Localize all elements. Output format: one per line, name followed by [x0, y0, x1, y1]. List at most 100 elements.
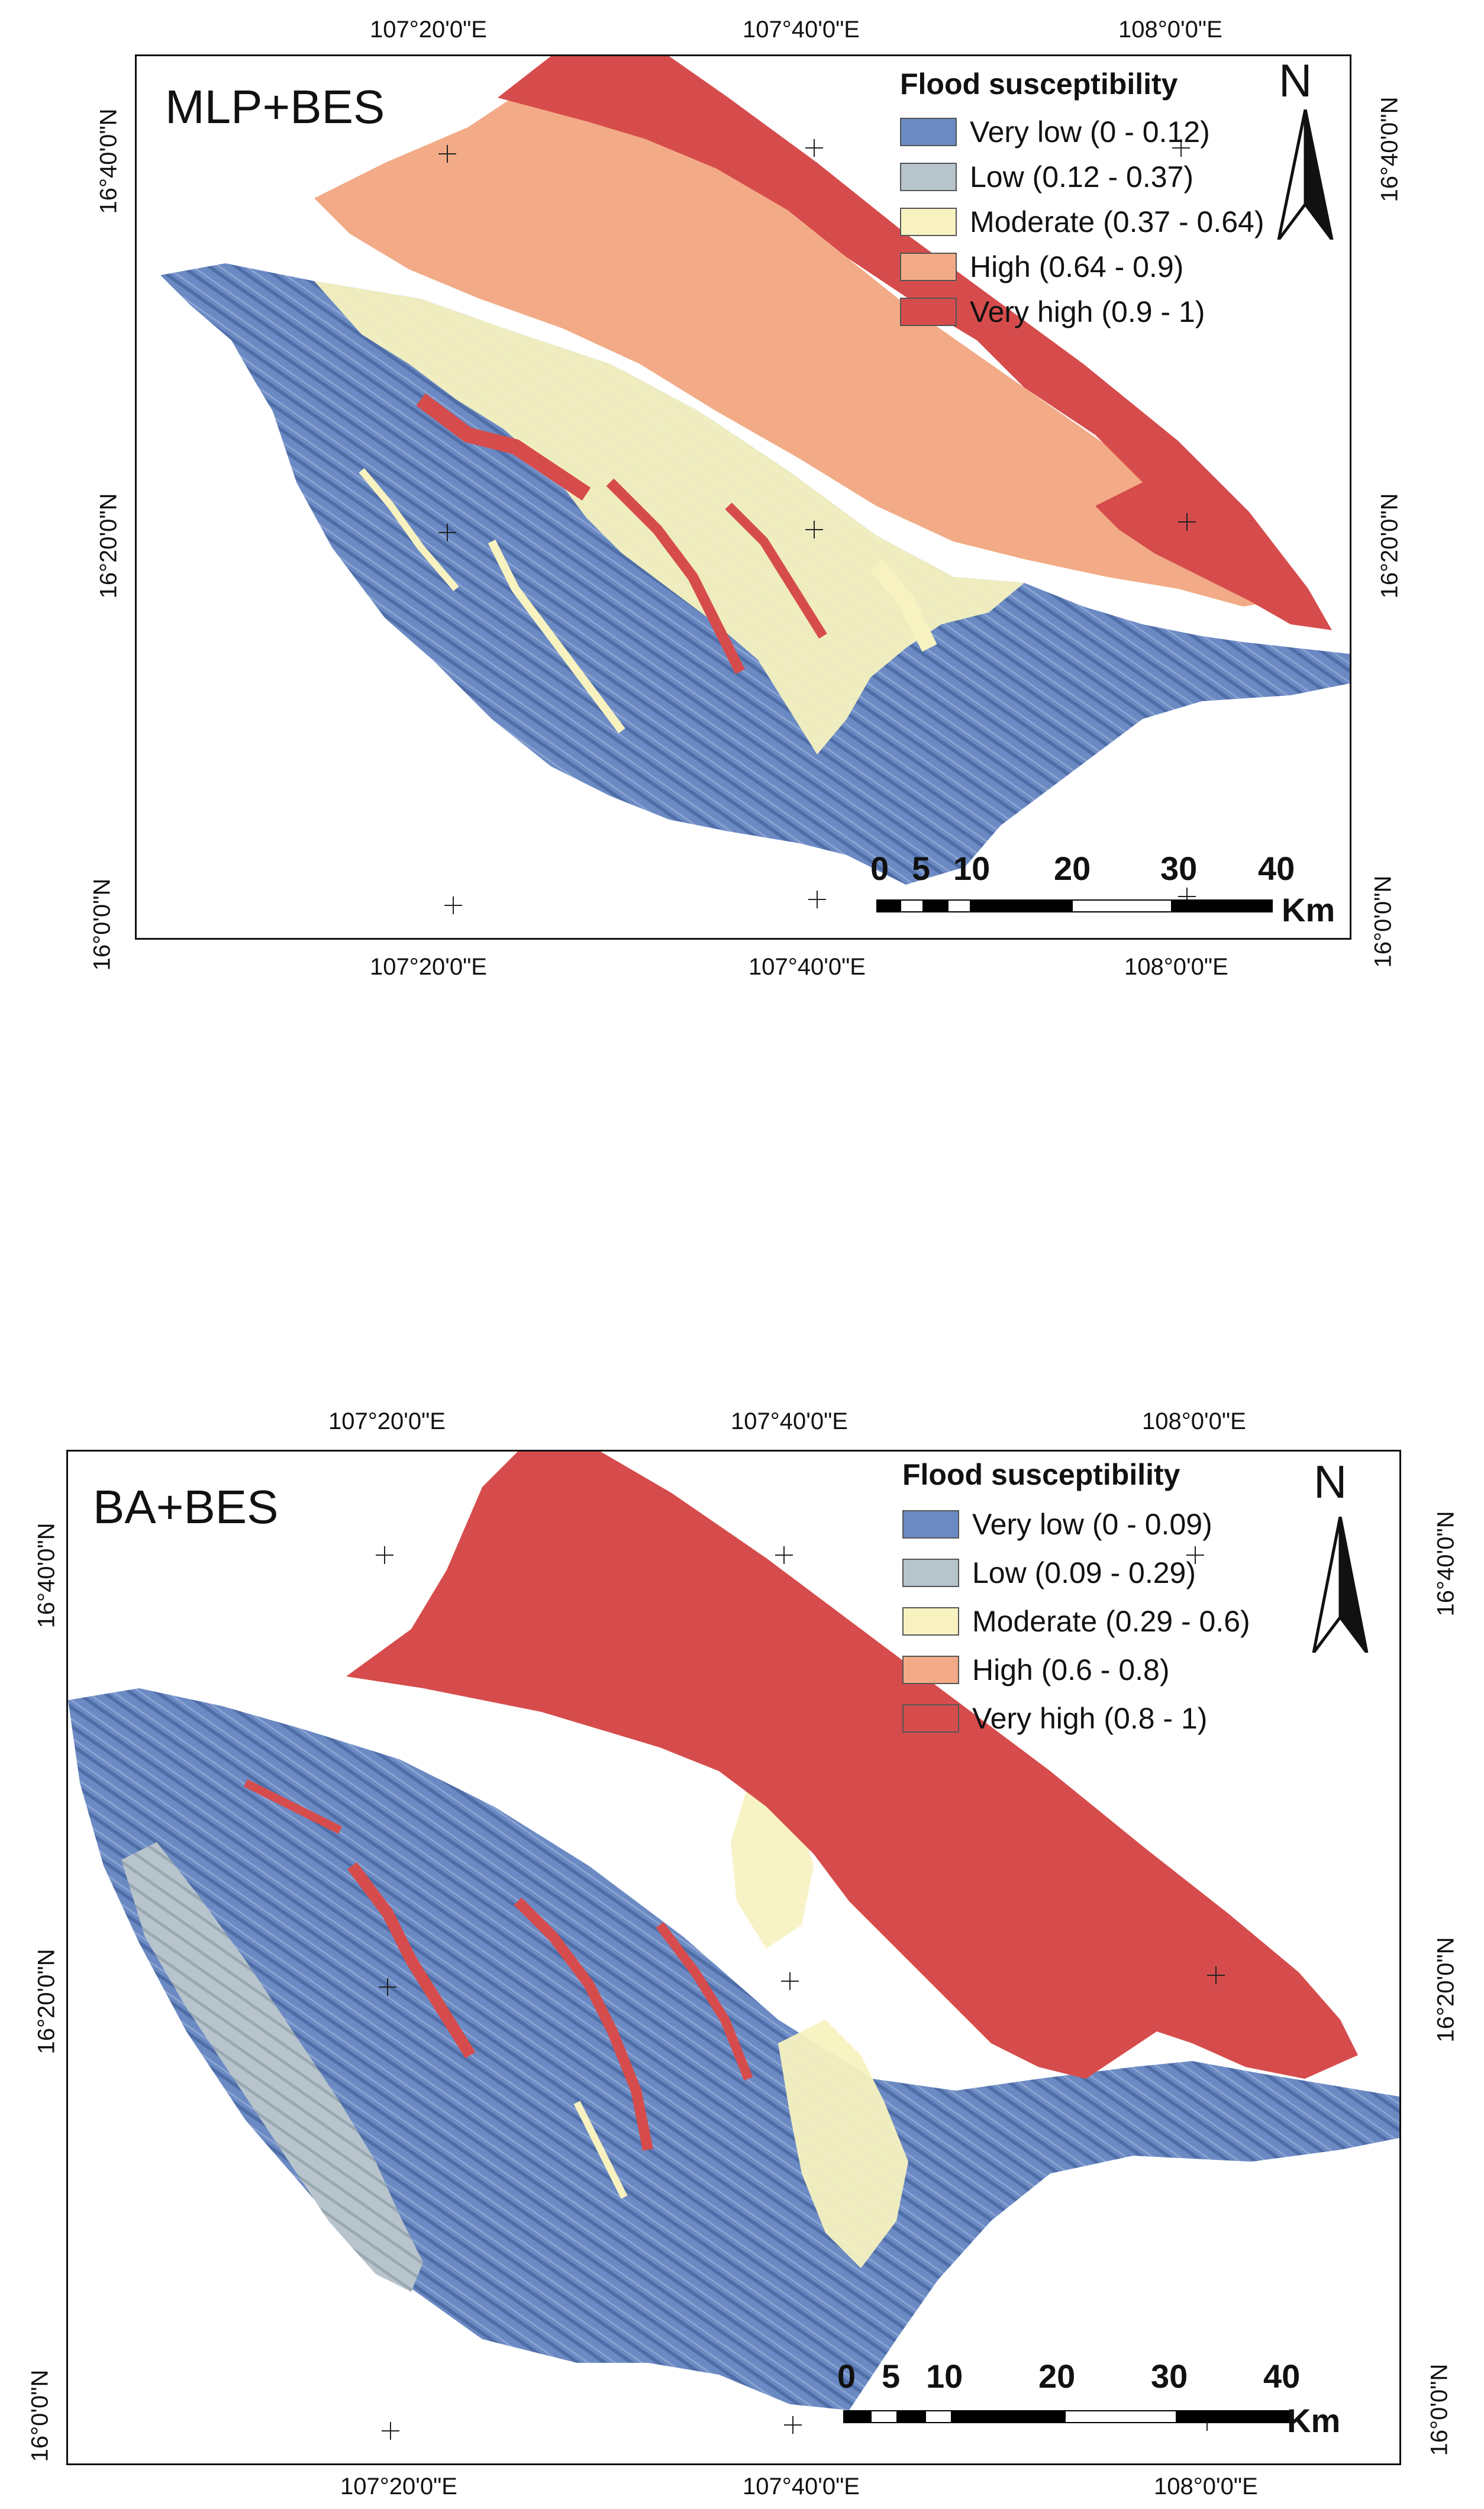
- scale-label-0: 0: [837, 2358, 856, 2395]
- high-zone: [314, 68, 1279, 607]
- scale-unit: Km: [1287, 2402, 1341, 2439]
- panel-title: MLP+BES: [165, 80, 385, 133]
- scale-segment: [1172, 899, 1273, 912]
- scale-segment: [925, 2410, 952, 2423]
- scale-segment: [1177, 2410, 1289, 2423]
- low-zone: [121, 1842, 423, 2292]
- bottom-lon-label-2: 107°40'0"E: [743, 2473, 860, 2500]
- valley-channel: [243, 1779, 343, 1834]
- legend-item-very-high: Very high (0.8 - 1): [902, 1694, 1250, 1743]
- scale-bar: 0 5 10 20 30 40 Km: [837, 2357, 1340, 2446]
- top-lon-label-1: 107°20'0"E: [370, 17, 487, 43]
- legend-swatch: [900, 208, 957, 236]
- graticule-cross: [438, 524, 456, 541]
- legend-label: Very low (0 - 0.12): [970, 115, 1210, 149]
- valley-channel: [514, 1897, 653, 2151]
- scale-label-40: 40: [1263, 2358, 1301, 2395]
- scale-segment: [924, 899, 947, 912]
- legend-item-moderate: Moderate (0.37 - 0.64): [900, 199, 1264, 244]
- legend-label: Very high (0.9 - 1): [970, 295, 1205, 328]
- legend-item-very-low: Very low (0 - 0.12): [900, 109, 1264, 154]
- scale-segment: [947, 899, 971, 912]
- graticule-cross: [775, 1546, 793, 1564]
- legend-swatch: [900, 253, 957, 281]
- valley-channel: [488, 539, 625, 734]
- graticule-cross: [379, 1978, 396, 1996]
- panel-title: BA+BES: [93, 1481, 279, 1533]
- right-lat-label-2: 16°20'0"N: [1433, 1937, 1459, 2043]
- graticule-cross: [444, 896, 462, 914]
- scale-segment: [870, 2410, 898, 2423]
- scale-label-20: 20: [1038, 2358, 1076, 2395]
- legend-item-low: Low (0.12 - 0.37): [900, 154, 1264, 199]
- scale-segment: [900, 899, 924, 912]
- valley-channel: [606, 478, 746, 675]
- graticule-cross: [1178, 513, 1196, 531]
- bottom-lon-label-2: 107°40'0"E: [749, 954, 866, 980]
- scale-label-10: 10: [926, 2358, 963, 2395]
- legend-item-moderate: Moderate (0.29 - 0.6): [902, 1597, 1250, 1646]
- valley-channel: [359, 468, 459, 591]
- graticule-cross: [1178, 888, 1196, 905]
- map-panel-ba-bes: 107°20'0"E 107°40'0"E 108°0'0"E 107°20'0…: [0, 1397, 1484, 2500]
- map-frame: MLP+BES Flood susceptibility Very low (0…: [135, 54, 1351, 940]
- legend-label: High (0.64 - 0.9): [970, 250, 1184, 283]
- very-high-zone: [498, 56, 1332, 630]
- bottom-lon-label-3: 108°0'0"E: [1154, 2473, 1258, 2500]
- legend: Flood susceptibility Very low (0 - 0.12)…: [900, 67, 1264, 334]
- scale-label-10: 10: [953, 850, 991, 887]
- scale-segment: [1072, 899, 1172, 912]
- left-lat-label-1: 16°40'0"N: [33, 1523, 60, 1628]
- graticule-cross: [805, 521, 823, 538]
- left-lat-label-1: 16°40'0"N: [95, 108, 122, 214]
- graticule-cross: [1207, 1966, 1225, 1984]
- legend-label: Moderate (0.37 - 0.64): [970, 205, 1264, 238]
- legend-swatch: [902, 1656, 959, 1684]
- legend-label: Very low (0 - 0.09): [972, 1508, 1212, 1541]
- valley-channel: [573, 2101, 628, 2199]
- scale-segment: [952, 2410, 1064, 2423]
- susceptibility-map: [68, 1452, 1399, 2410]
- valley-channel: [416, 393, 591, 501]
- right-lat-label-3: 16°0'0"N: [1426, 2363, 1453, 2456]
- valley-channel: [725, 502, 827, 639]
- scale-segment: [1064, 2410, 1177, 2423]
- valley-channel: [347, 1862, 476, 2059]
- scale-unit: Km: [1282, 891, 1335, 928]
- north-arrow-icon: [1312, 1517, 1369, 1653]
- graticule-cross: [781, 1972, 799, 1990]
- legend-swatch: [900, 118, 957, 146]
- scale-segment: [971, 899, 1072, 912]
- legend-swatch: [900, 163, 957, 191]
- valley-channel: [870, 560, 937, 652]
- legend-label: High (0.6 - 0.8): [972, 1653, 1170, 1686]
- legend-swatch: [902, 1607, 959, 1636]
- graticule-cross: [805, 139, 823, 157]
- left-lat-label-2: 16°20'0"N: [95, 493, 122, 599]
- scale-segment: [898, 2410, 925, 2423]
- legend-title: Flood susceptibility: [900, 67, 1178, 101]
- map-panel-mlp-bes: 107°20'0"E 107°40'0"E 108°0'0"E 107°20'0…: [0, 0, 1484, 994]
- right-lat-label-3: 16°0'0"N: [1370, 875, 1396, 968]
- north-label: N: [1279, 54, 1312, 107]
- scale-label-0: 0: [870, 850, 889, 887]
- scale-bar: 0 5 10 20 30 40 Km: [870, 849, 1335, 932]
- legend-label: Moderate (0.29 - 0.6): [972, 1605, 1250, 1638]
- legend-item-high: High (0.64 - 0.9): [900, 244, 1264, 289]
- bottom-lon-label-1: 107°20'0"E: [340, 2473, 457, 2500]
- top-lon-label-2: 107°40'0"E: [743, 17, 860, 43]
- top-lon-label-1: 107°20'0"E: [328, 1408, 446, 1434]
- north-label: N: [1314, 1456, 1347, 1508]
- graticule-cross: [808, 891, 826, 908]
- moderate-zone: [778, 2020, 908, 2268]
- right-lat-label-2: 16°20'0"N: [1376, 493, 1403, 599]
- scale-label-20: 20: [1054, 850, 1091, 887]
- legend-title: Flood susceptibility: [902, 1458, 1180, 1491]
- bottom-lon-label-1: 107°20'0"E: [370, 954, 487, 980]
- bottom-lon-label-3: 108°0'0"E: [1124, 954, 1228, 980]
- scale-segment: [843, 2410, 870, 2423]
- map-frame: BA+BES Flood susceptibility Very low (0 …: [66, 1450, 1401, 2465]
- legend-item-low: Low (0.09 - 0.29): [902, 1549, 1250, 1597]
- left-lat-label-3: 16°0'0"N: [27, 2369, 53, 2462]
- legend-swatch: [902, 1510, 959, 1539]
